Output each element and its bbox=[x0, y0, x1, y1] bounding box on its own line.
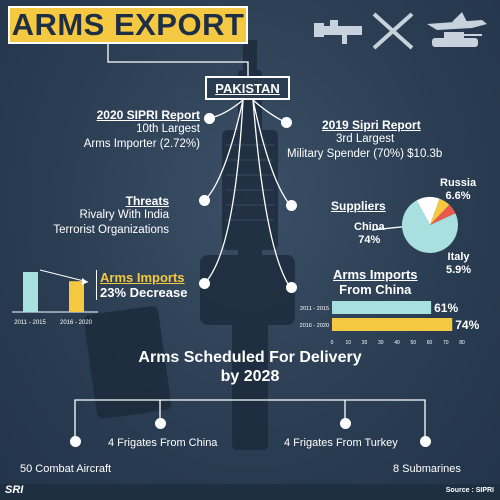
title-banner: ARMS EXPORT bbox=[8, 6, 248, 44]
node-dot-frigates-turkey bbox=[340, 418, 351, 429]
delivery-item-submarines: 8 Submarines bbox=[393, 463, 461, 475]
hbar-bar-2 bbox=[332, 318, 453, 331]
hbar-value-label: 74% bbox=[455, 318, 479, 332]
sipri-2020-block: 2020 SIPRI Report 10th Largest Arms Impo… bbox=[0, 108, 200, 152]
hbar-tick: 70 bbox=[443, 340, 449, 346]
node-dot-combat-aircraft bbox=[70, 436, 81, 447]
node-dot-suppliers bbox=[286, 200, 297, 211]
delivery-item-frigates-china: 4 Frigates From China bbox=[108, 437, 218, 449]
jet-and-tank-icon bbox=[427, 12, 487, 47]
imports-line1: 23% Decrease bbox=[100, 285, 188, 300]
imports-china-hbar-chart: 0 10 20 30 40 50 60 70 80 2011 - 2015 61% 2016 - 20… bbox=[300, 301, 480, 346]
sipri-2020-line1: 10th Largest bbox=[136, 123, 200, 135]
threats-line2: Terrorist Organizations bbox=[53, 224, 169, 236]
hbar-value-label: 61% bbox=[434, 301, 458, 315]
country-box: PAKISTAN bbox=[205, 76, 290, 100]
delivery-item-frigates-turkey: 4 Frigates From Turkey bbox=[284, 437, 398, 449]
hbar-tick: 80 bbox=[459, 340, 465, 346]
imports-bar-1 bbox=[23, 272, 38, 312]
hbar-tick: 20 bbox=[362, 340, 368, 346]
node-dot-frigates-china bbox=[155, 418, 166, 429]
sipri-2019-line2: Military Spender (70%) $10.3b bbox=[287, 148, 443, 160]
sipri-2020-line2: Arms Importer (2.72%) bbox=[83, 138, 200, 150]
delivery-heading: Arms Scheduled For Delivery by 2028 bbox=[138, 349, 362, 385]
hbar-tick: 0 bbox=[331, 340, 334, 346]
node-dot-imports-china bbox=[286, 282, 297, 293]
imports-bar-2 bbox=[69, 281, 84, 312]
hbar-tick: 60 bbox=[427, 340, 433, 346]
suppliers-heading: Suppliers bbox=[331, 199, 386, 213]
node-dot-threats bbox=[199, 195, 210, 206]
hbar-tick: 40 bbox=[394, 340, 400, 346]
logo: SRI bbox=[5, 484, 24, 496]
sipri-2019-line1: 3rd Largest bbox=[336, 133, 395, 145]
imports-tick-1: 2011 - 2015 bbox=[14, 320, 46, 326]
page-title: ARMS EXPORT bbox=[11, 7, 245, 42]
imports-tick-2: 2016 - 2020 bbox=[60, 320, 93, 326]
node-dot-submarines bbox=[420, 436, 431, 447]
delivery-item-combat-aircraft: 50 Combat Aircraft bbox=[20, 463, 112, 475]
country-label: PAKISTAN bbox=[215, 80, 280, 96]
hbar-tick: 30 bbox=[378, 340, 384, 346]
threats-block: Threats Rivalry With India Terrorist Org… bbox=[0, 194, 169, 238]
pie-slice-china bbox=[402, 200, 458, 253]
pie-slice-italy bbox=[430, 204, 456, 225]
suppliers-pie-chart bbox=[402, 197, 458, 253]
imports-bar-chart: 2011 - 2015 2016 - 2020 bbox=[12, 269, 98, 326]
sipri-2020-heading: 2020 SIPRI Report bbox=[96, 108, 200, 122]
rocket-launcher-icon bbox=[314, 20, 362, 44]
imports-block: Arms Imports 23% Decrease bbox=[96, 270, 187, 300]
hbar-category-label: 2016 - 2020 bbox=[300, 323, 329, 329]
weapon-icons bbox=[314, 12, 487, 50]
pie-slice-russia bbox=[430, 198, 450, 225]
footer-bar bbox=[0, 484, 500, 500]
threats-line1: Rivalry With India bbox=[79, 209, 169, 221]
node-dot-sipri-2019 bbox=[281, 117, 292, 128]
threats-heading: Threats bbox=[125, 194, 169, 208]
pie-label-china: China 74% bbox=[354, 221, 385, 246]
imports-china-line1: From China bbox=[339, 282, 412, 297]
hbar-bar-1 bbox=[332, 301, 432, 314]
pie-label-italy: Italy 5.9% bbox=[446, 251, 472, 276]
imports-china-block: Arms Imports From China bbox=[333, 267, 418, 297]
hbar-category-label: 2011 - 2015 bbox=[300, 306, 329, 312]
node-dot-sipri-2020 bbox=[204, 113, 215, 124]
imports-china-heading: Arms Imports bbox=[333, 267, 418, 282]
sipri-2019-heading: 2019 Sipri Report bbox=[322, 118, 421, 132]
sipri-2019-block: 2019 Sipri Report 3rd Largest Military S… bbox=[287, 118, 494, 162]
hbar-tick: 50 bbox=[410, 340, 416, 346]
crossed-rifles-icon bbox=[372, 12, 414, 50]
hbar-tick: 10 bbox=[345, 340, 351, 346]
imports-heading: Arms Imports bbox=[100, 270, 185, 285]
pie-slice-others bbox=[416, 197, 440, 225]
pie-label-russia: Russia 6.6% bbox=[440, 177, 477, 202]
node-dot-arms-imports bbox=[199, 278, 210, 289]
source-note: Source : SIPRI bbox=[445, 487, 494, 494]
